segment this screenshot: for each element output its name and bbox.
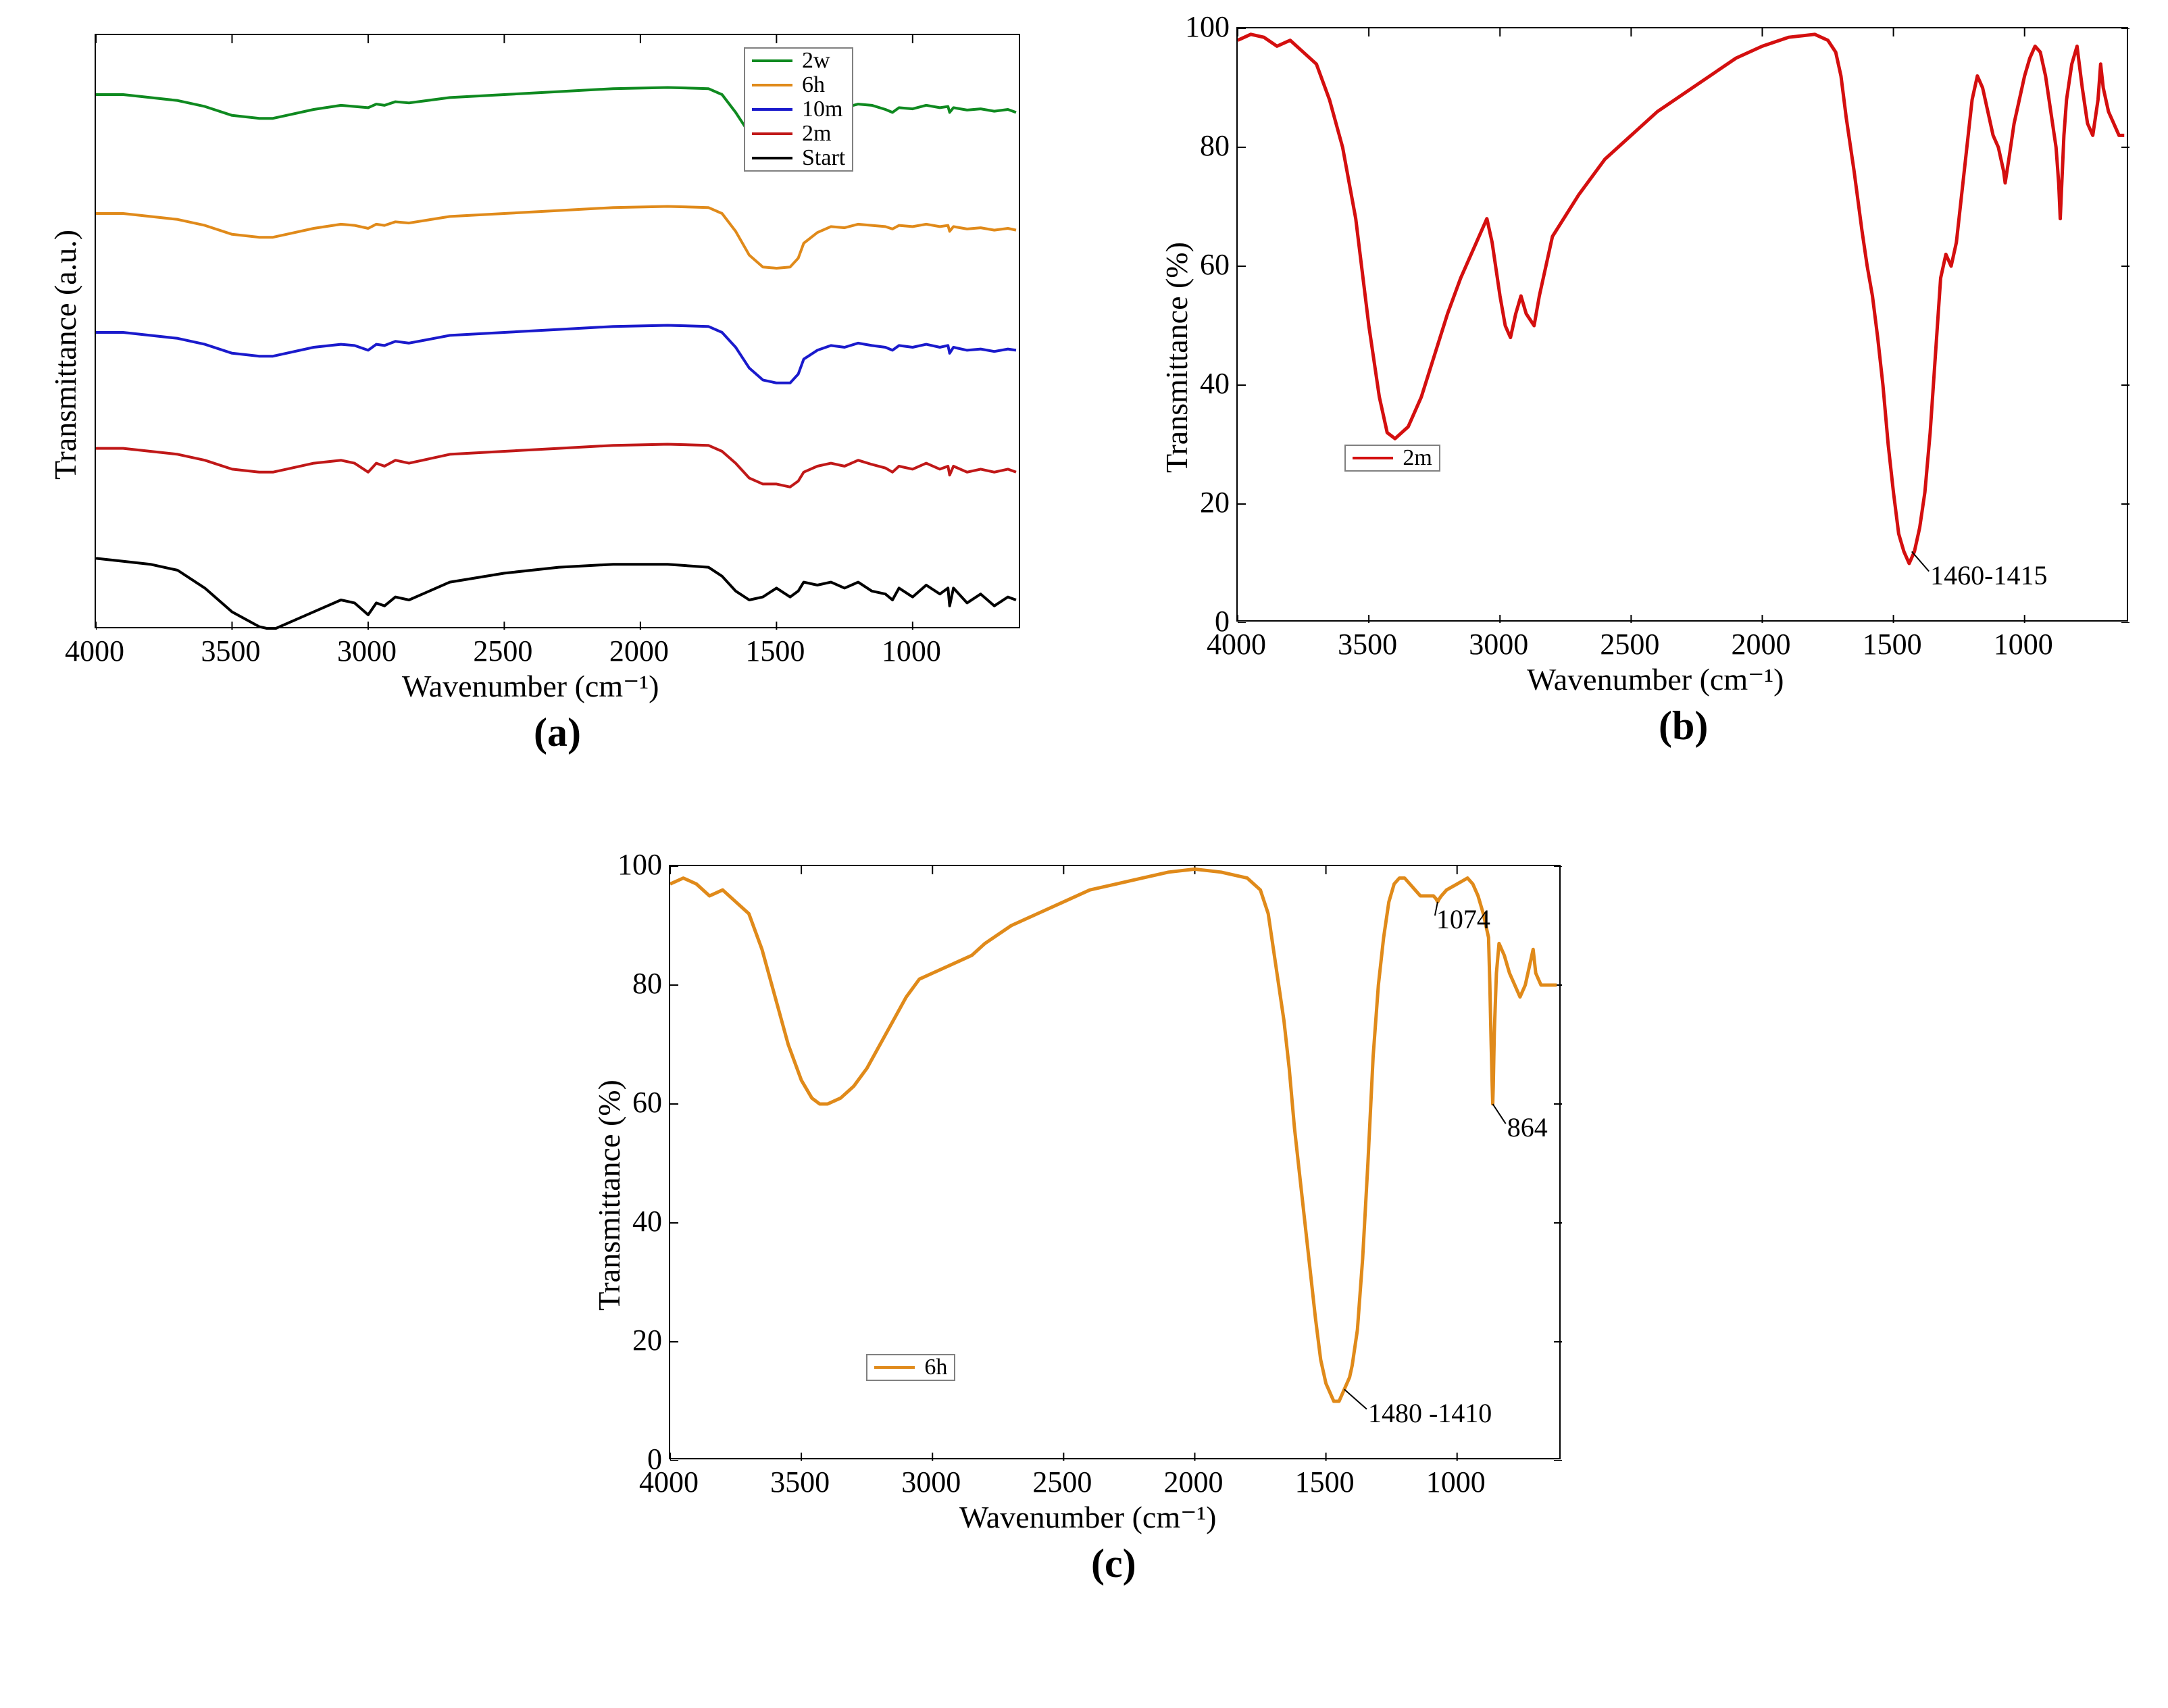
legend-c: 6h <box>866 1354 955 1381</box>
peak-annotation: 1480 -1410 <box>1368 1397 1492 1429</box>
ytick-label: 0 <box>605 1442 662 1476</box>
ytick-label: 100 <box>605 847 662 882</box>
legend-item: 10m <box>745 97 852 122</box>
legend-label: 2m <box>1403 445 1432 471</box>
ytick-label: 80 <box>1172 128 1230 163</box>
xtick-label: 1000 <box>1419 1465 1493 1499</box>
ytick-label: 80 <box>605 966 662 1001</box>
legend-label: 10m <box>802 97 842 122</box>
xtick-label: 1500 <box>738 634 812 668</box>
xtick-label: 1500 <box>1855 627 1930 661</box>
xtick-label: 2000 <box>1156 1465 1230 1499</box>
legend-swatch <box>874 1366 915 1369</box>
xtick-label: 1500 <box>1288 1465 1362 1499</box>
xtick-label: 2000 <box>1723 627 1798 661</box>
xlabel-c: Wavenumber (cm⁻¹) <box>959 1499 1217 1535</box>
peak-annotation: 1460-1415 <box>1930 559 2047 591</box>
peak-annotation: 864 <box>1507 1111 1548 1143</box>
panel-tag-a: (a) <box>534 709 581 756</box>
legend-label: Start <box>802 145 845 171</box>
legend-b: 2m <box>1344 445 1440 472</box>
legend-a: 2w6h10m2mStart <box>744 47 853 172</box>
legend-label: 2m <box>802 121 831 147</box>
svg-b <box>1238 28 2129 623</box>
svg-a <box>96 35 1022 630</box>
legend-item: Start <box>745 146 852 170</box>
svg-c <box>670 866 1562 1461</box>
ytick-label: 20 <box>605 1323 662 1357</box>
legend-label: 2w <box>802 48 830 74</box>
xtick-label: 2500 <box>465 634 540 668</box>
legend-swatch <box>1353 457 1393 459</box>
ytick-label: 20 <box>1172 485 1230 520</box>
plot-area-b: 2m <box>1236 27 2128 622</box>
legend-item: 2m <box>745 122 852 146</box>
ylabel-a: Transmittance (a.u.) <box>47 230 83 480</box>
xtick-label: 4000 <box>57 634 132 668</box>
legend-label: 6h <box>924 1355 947 1380</box>
legend-swatch <box>752 59 792 62</box>
figure-root: 2w6h10m2mStart 4000350030002500200015001… <box>0 0 2168 1708</box>
ytick-label: 0 <box>1172 604 1230 638</box>
legend-item: 2w <box>745 49 852 73</box>
xtick-label: 3000 <box>1461 627 1536 661</box>
legend-label: 6h <box>802 72 825 98</box>
panel-tag-b: (b) <box>1659 703 1708 749</box>
ylabel-c: Transmittance (%) <box>591 1080 627 1311</box>
ytick-label: 100 <box>1172 9 1230 44</box>
legend-swatch <box>752 108 792 111</box>
xtick-label: 1000 <box>1986 627 2061 661</box>
ylabel-b: Transmittance (%) <box>1159 242 1194 473</box>
xtick-label: 3000 <box>330 634 404 668</box>
xlabel-a: Wavenumber (cm⁻¹) <box>402 668 659 704</box>
legend-swatch <box>752 84 792 86</box>
plot-area-c: 6h <box>669 865 1561 1459</box>
xtick-label: 2000 <box>602 634 676 668</box>
legend-item: 6h <box>867 1355 954 1380</box>
xtick-label: 3500 <box>193 634 268 668</box>
peak-annotation: 1074 <box>1436 903 1490 935</box>
legend-swatch <box>752 157 792 159</box>
legend-swatch <box>752 132 792 135</box>
xtick-label: 1000 <box>874 634 949 668</box>
xtick-label: 3500 <box>763 1465 837 1499</box>
legend-item: 6h <box>745 73 852 97</box>
plot-area-a: 2w6h10m2mStart <box>95 34 1020 628</box>
xtick-label: 2500 <box>1025 1465 1099 1499</box>
xtick-label: 3000 <box>894 1465 968 1499</box>
xtick-label: 3500 <box>1330 627 1405 661</box>
legend-item: 2m <box>1346 446 1438 470</box>
panel-tag-c: (c) <box>1091 1540 1136 1587</box>
xlabel-b: Wavenumber (cm⁻¹) <box>1527 661 1784 697</box>
xtick-label: 2500 <box>1592 627 1667 661</box>
